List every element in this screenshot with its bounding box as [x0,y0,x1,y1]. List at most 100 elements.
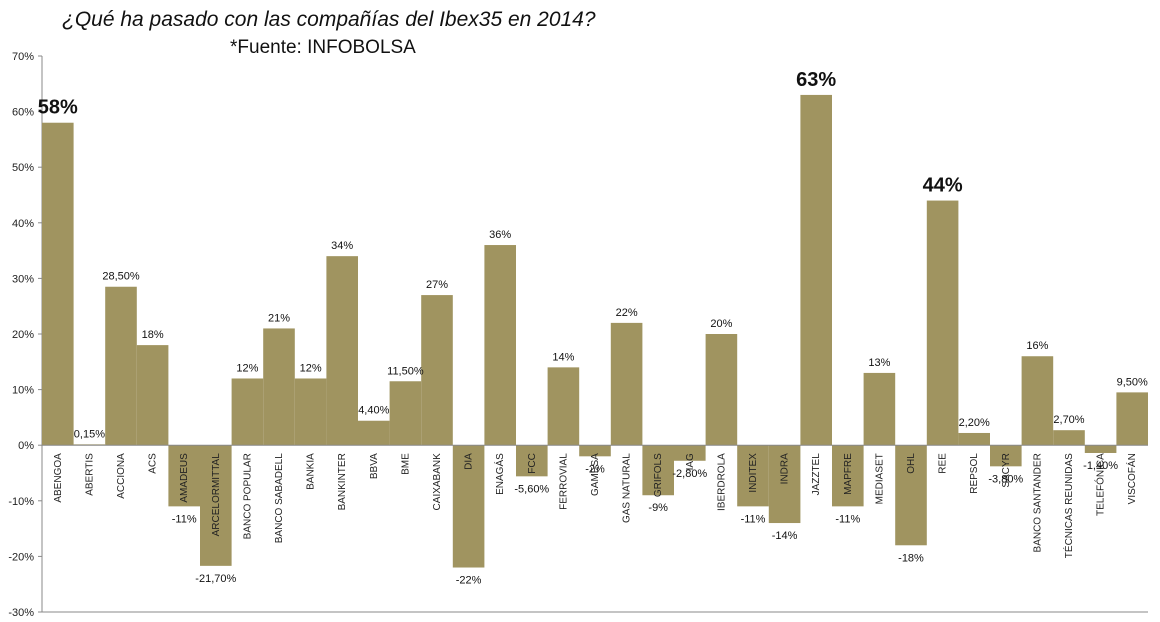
bar [579,445,611,457]
category-label: BANCO SABADELL [274,453,285,543]
data-label: 4,40% [358,405,389,417]
data-label: 21% [268,312,290,324]
data-label: -3,80% [988,473,1023,485]
data-label: -22% [456,575,482,587]
bar [358,420,390,446]
category-label: ABERTIS [84,453,95,496]
y-tick-label: -20% [8,551,34,563]
bar [958,432,990,446]
data-label: 27% [426,279,448,291]
category-label: ACS [148,453,159,474]
bar [1053,430,1085,446]
category-label: BANKIA [306,453,317,490]
bar [1084,445,1117,453]
bar [768,445,801,524]
y-tick-label: 70% [12,51,34,63]
data-label: -14% [772,530,798,542]
category-label: REPSOL [969,453,980,494]
y-tick-label: 10% [12,385,34,397]
bar [231,378,264,446]
data-label: 12% [236,362,258,374]
category-label: CAIXABANK [432,453,443,511]
category-label: FCC [527,453,538,474]
bar [263,328,295,446]
bar [294,378,327,446]
y-tick-label: 20% [12,329,34,341]
bar [705,334,738,446]
category-label: IBERDROLA [716,453,727,511]
category-label: BME [400,453,411,475]
data-label: 63% [796,69,836,91]
category-label: BANCO SANTANDER [1032,453,1043,552]
data-label: 9,50% [1117,376,1148,388]
y-tick-label: 50% [12,162,34,174]
bar [547,367,580,446]
category-label: BBVA [369,453,380,479]
y-tick-label: 30% [12,273,34,285]
bar [168,445,200,507]
y-tick-label: 40% [12,218,34,230]
bar [990,445,1022,467]
category-label: ENAGÁS [493,453,506,495]
category-label: TELEFÓNICA [1094,453,1107,516]
data-label: 58% [38,97,78,119]
bar [136,345,169,446]
category-label: JAZZTEL [811,453,822,496]
category-label: TÉCNICAS REUNIDAS [1062,453,1075,558]
data-label: 28,50% [102,271,140,283]
category-label: BANKINTER [337,453,348,510]
bar [610,322,643,446]
data-label: -5,60% [514,483,549,495]
data-label: 2,20% [959,417,990,429]
bar [484,245,516,446]
bar [105,286,137,446]
data-label: -11% [741,513,766,525]
data-label: 11,50% [387,365,424,377]
data-label: 16% [1026,340,1048,352]
data-label: 12% [300,362,322,374]
bar [389,381,422,446]
bar [674,445,706,461]
bar [200,445,232,566]
category-label: INDITEX [748,453,759,493]
bar [452,445,485,568]
category-label: ABENGOA [53,453,64,503]
bar [326,256,358,446]
bar [863,372,896,446]
data-label: -2% [585,463,605,475]
category-label: GRIFOLS [653,453,664,497]
category-label: AMADEUS [179,453,190,503]
data-label: 13% [868,357,890,369]
category-label: GAMESA [590,453,601,496]
data-label: -11% [172,513,197,525]
bar [800,94,832,446]
bar [1021,356,1054,446]
category-label: MEDIASET [874,453,885,504]
category-label: BANCO POPULAR [242,453,253,539]
y-tick-label: 0% [18,440,34,452]
bar [516,445,548,477]
category-label: OHL [906,453,917,474]
chart-source: *Fuente: INFOBOLSA [230,37,416,58]
bar [1116,392,1148,446]
data-label: 36% [489,229,511,241]
category-label: GAS NATURAL [622,453,633,523]
data-label: -2,80% [672,468,707,480]
category-label: REE [938,453,949,474]
data-label: 22% [616,307,638,319]
category-label: IAG [685,453,696,470]
data-label: -1,40% [1083,460,1118,472]
y-tick-label: -30% [8,607,34,619]
bar [421,295,453,446]
data-label: 20% [710,318,732,330]
data-label: -11% [835,513,860,525]
y-tick-label: -10% [8,496,34,508]
bar [642,445,674,496]
data-label: 44% [923,175,963,197]
bar [926,200,959,446]
bar [832,445,864,507]
y-tick-label: 60% [12,107,34,119]
category-label: ACCIONA [116,453,127,499]
data-label: -21,70% [195,573,236,585]
